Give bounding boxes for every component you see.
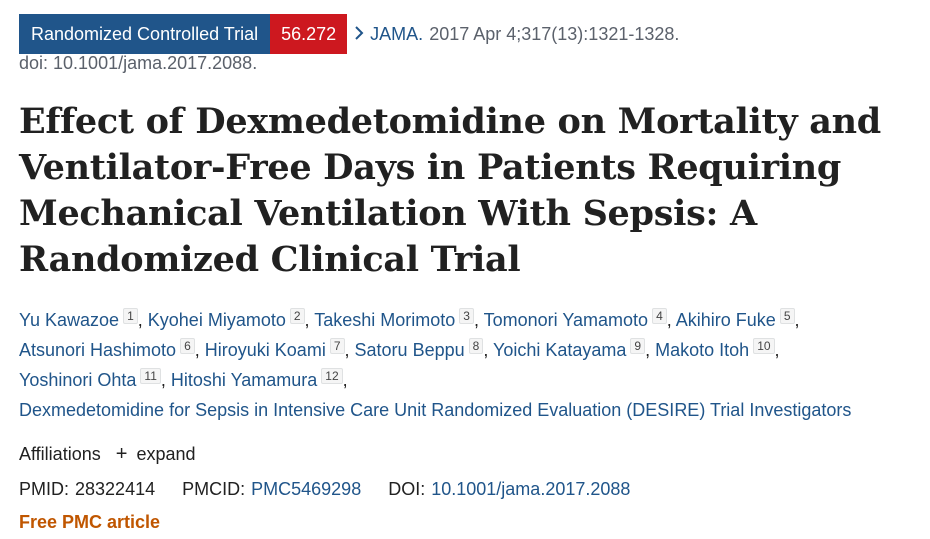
author-link[interactable]: Hitoshi Yamamura: [170, 370, 318, 390]
affiliation-number[interactable]: 3: [459, 308, 474, 324]
author-link[interactable]: Yu Kawazoe: [19, 310, 120, 330]
score-badge: 56.272: [270, 14, 348, 54]
affiliation-number[interactable]: 4: [652, 308, 667, 324]
identifiers-row: PMID: 28322414 PMCID: PMC5469298 DOI: 10.10…: [19, 479, 652, 500]
affiliation-number[interactable]: 6: [180, 338, 195, 354]
author-link[interactable]: Makoto Itoh: [655, 340, 750, 360]
pmcid-label: PMCID:: [182, 479, 246, 499]
pmcid-group: PMCID: PMC5469298: [182, 479, 366, 499]
expand-label: expand: [136, 444, 196, 464]
author-link[interactable]: Takeshi Morimoto: [314, 310, 456, 330]
doi-group: DOI: 10.1001/jama.2017.2088: [388, 479, 630, 499]
author-link[interactable]: Hiroyuki Koami: [204, 340, 326, 360]
affiliation-number[interactable]: 12: [321, 368, 343, 384]
article-title: Effect of Dexmedetomidine on Mortality a…: [19, 101, 881, 280]
affiliation-number[interactable]: 2: [289, 308, 305, 324]
affiliation-number[interactable]: 10: [753, 338, 775, 354]
affiliation-number[interactable]: 7: [329, 338, 345, 354]
author-link[interactable]: Tomonori Yamamoto: [483, 310, 649, 330]
journal-link[interactable]: JAMA.: [370, 23, 424, 44]
journal-citation: JAMA. 2017 Apr 4;317(13):1321-1328.: [354, 24, 679, 45]
authors-list: Yu Kawazoe 1, Kyohei Miyamoto 2, Takeshi M…: [19, 308, 852, 420]
doi-link[interactable]: 10.1001/jama.2017.2088: [431, 479, 631, 499]
free-pmc-article-label: Free PMC article: [19, 512, 161, 532]
pmid-value: 28322414: [75, 479, 156, 499]
doi-line: doi: 10.1001/jama.2017.2088.: [19, 53, 258, 73]
doi-label: DOI:: [388, 479, 426, 499]
citation-text: 2017 Apr 4;317(13):1321-1328.: [429, 23, 680, 44]
author-link[interactable]: Satoru Beppu: [354, 340, 465, 360]
badge-row: Randomized Controlled Trial 56.272 JAMA.…: [19, 14, 679, 54]
affiliation-number[interactable]: 1: [123, 308, 138, 324]
affiliation-number[interactable]: 11: [140, 368, 161, 384]
author-link[interactable]: Atsunori Hashimoto: [19, 340, 177, 360]
plus-icon: +: [115, 443, 128, 465]
affiliations-label: Affiliations: [19, 444, 101, 464]
chevron-right-icon[interactable]: [354, 25, 364, 43]
publication-type-badge: Randomized Controlled Trial: [19, 14, 271, 54]
collective-author-link[interactable]: Dexmedetomidine for Sepsis in Intensive …: [19, 400, 852, 420]
pmid-label: PMID:: [19, 479, 70, 499]
author-link[interactable]: Yoshinori Ohta: [19, 370, 137, 390]
pmid-group: PMID: 28322414: [19, 479, 160, 499]
expand-affiliations-button[interactable]: + expand: [115, 443, 196, 465]
affiliation-number[interactable]: 5: [779, 308, 795, 324]
author-link[interactable]: Yoichi Katayama: [493, 340, 627, 360]
affiliation-number[interactable]: 8: [468, 338, 484, 354]
affiliations-row: Affiliations + expand: [19, 443, 196, 466]
author-link[interactable]: Kyohei Miyamoto: [147, 310, 286, 330]
author-link[interactable]: Akihiro Fuke: [675, 310, 776, 330]
pmcid-link[interactable]: PMC5469298: [251, 479, 362, 499]
affiliation-number[interactable]: 9: [630, 338, 646, 354]
